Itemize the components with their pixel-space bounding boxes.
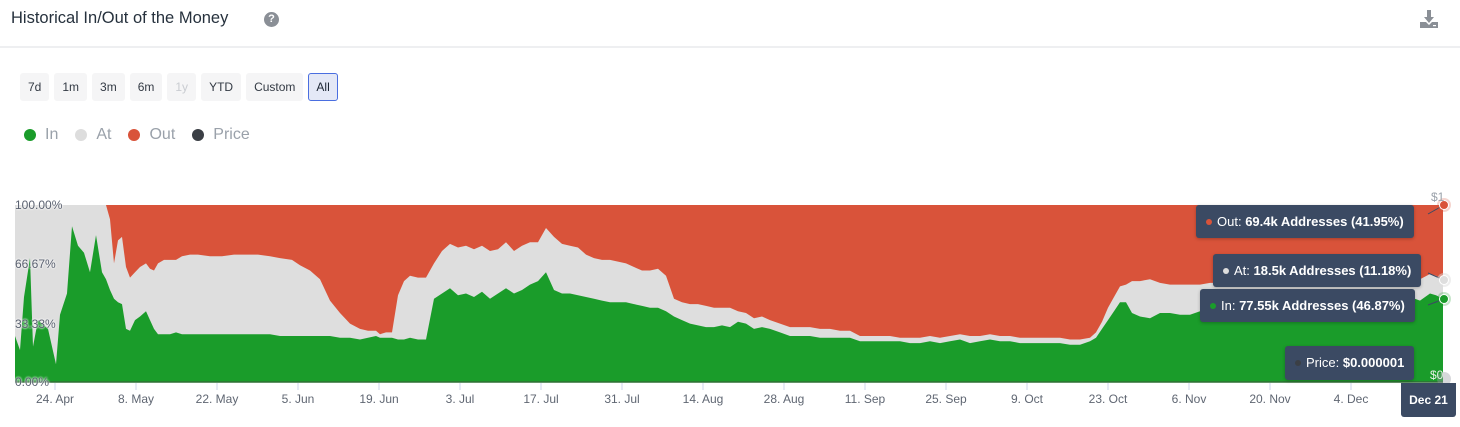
range-button-all[interactable]: All xyxy=(308,73,338,101)
x-tick-label: 8. May xyxy=(117,392,155,406)
legend-label-price: Price xyxy=(213,126,250,143)
tooltip-at-dot-icon xyxy=(1223,267,1229,274)
x-tick-label: 28. Aug xyxy=(763,392,805,406)
range-button-1m[interactable]: 1m xyxy=(54,73,88,101)
tooltip-price-dot-icon xyxy=(1295,359,1301,366)
x-tick-label: 23. Oct xyxy=(1088,392,1128,406)
x-tick-label: 6. Nov xyxy=(1171,392,1207,406)
x-tick-label: 22. May xyxy=(195,392,239,406)
price-axis-top: $1 xyxy=(1431,190,1445,204)
legend-dot-out-icon xyxy=(128,129,141,141)
tooltip-in-dot-icon xyxy=(1210,302,1216,309)
range-button-custom[interactable]: Custom xyxy=(246,73,304,101)
download-icon[interactable] xyxy=(1419,9,1439,29)
tooltip-out-dot-icon xyxy=(1206,218,1212,225)
time-range-selector: 7d 1m 3m 6m 1y YTD Custom All xyxy=(20,73,338,101)
range-button-1y: 1y xyxy=(167,73,197,101)
tooltip-in: In: 77.55k Addresses (46.87%) xyxy=(1200,289,1415,322)
tooltip-price: Price: $0.000001 xyxy=(1285,346,1415,380)
legend-label-out: Out xyxy=(149,126,176,143)
legend-dot-in-icon xyxy=(24,129,36,141)
price-axis-bottom: $0 xyxy=(1430,368,1444,382)
tooltip-date: Dec 21 xyxy=(1401,383,1456,417)
x-tick-label: 9. Oct xyxy=(1010,392,1044,406)
legend-item-price[interactable]: Price xyxy=(192,126,250,144)
x-tick-label: 24. Apr xyxy=(35,392,75,406)
chart-header: Historical In/Out of the Money ? xyxy=(0,0,1460,48)
y-tick-100: 100.00% xyxy=(15,198,63,212)
legend-label-at: At xyxy=(96,126,112,143)
tooltip-out: Out: 69.4k Addresses (41.95%) xyxy=(1196,205,1414,238)
y-tick-33: 33.33% xyxy=(15,317,56,331)
x-tick-label: 4. Dec xyxy=(1333,392,1369,406)
x-tick-label: 17. Jul xyxy=(523,392,559,406)
x-tick-label: 11. Sep xyxy=(844,392,886,406)
question-circle-icon[interactable]: ? xyxy=(264,12,279,27)
range-button-ytd[interactable]: YTD xyxy=(201,73,242,101)
x-tick-label: 5. Jun xyxy=(281,392,315,406)
chart-legend: In At Out Price xyxy=(24,126,267,144)
y-tick-0: 0.00% xyxy=(15,375,50,389)
tooltip-at: At: 18.5k Addresses (11.18%) xyxy=(1213,254,1422,287)
x-tick-label: 14. Aug xyxy=(682,392,724,406)
legend-item-out[interactable]: Out xyxy=(128,126,175,144)
range-button-7d[interactable]: 7d xyxy=(20,73,50,101)
stacked-area-chart[interactable]: 100.00% 66.67% 33.33% 0.00% $1 $0 24. Ap… xyxy=(0,185,1460,427)
legend-dot-price-icon xyxy=(192,129,205,141)
area-in[interactable] xyxy=(15,226,1443,382)
y-tick-66: 66.67% xyxy=(15,257,56,271)
range-button-6m[interactable]: 6m xyxy=(129,73,163,101)
legend-dot-at-icon xyxy=(75,129,88,141)
x-tick-label: 25. Sep xyxy=(925,392,967,406)
x-tick-label: 3. Jul xyxy=(445,392,475,406)
x-tick-label: 20. Nov xyxy=(1249,392,1291,406)
chart-title: Historical In/Out of the Money xyxy=(11,9,229,27)
legend-item-in[interactable]: In xyxy=(24,126,58,144)
x-tick-label: 31. Jul xyxy=(604,392,640,406)
x-tick-label: 19. Jun xyxy=(359,392,399,406)
legend-item-at[interactable]: At xyxy=(75,126,111,144)
legend-label-in: In xyxy=(45,126,59,143)
range-button-3m[interactable]: 3m xyxy=(92,73,125,101)
